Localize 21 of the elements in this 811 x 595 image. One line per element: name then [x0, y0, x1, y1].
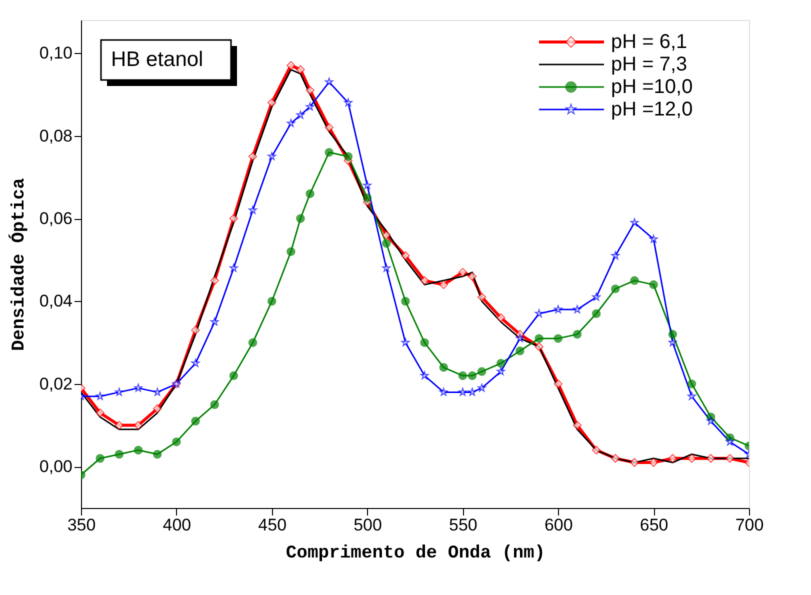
y-tick-label: 0,08 [39, 126, 72, 146]
annotation: HB etanol [111, 48, 204, 71]
legend-label: pH = 7,3 [611, 54, 688, 76]
x-tick-label: 450 [258, 516, 287, 534]
x-tick-label: 500 [354, 516, 382, 534]
x-tick-label: 400 [162, 516, 192, 534]
x-tick-label: 550 [449, 516, 478, 534]
y-tick-label: 0,10 [39, 44, 72, 63]
x-tick-label: 650 [640, 516, 668, 534]
legend-label: pH =12,0 [611, 98, 693, 120]
legend-label: pH =10,0 [611, 76, 693, 98]
y-axis-title: Densidade Óptica [8, 178, 30, 351]
y-tick-label: 0,00 [39, 457, 72, 476]
legend-label: pH = 6,1 [611, 31, 688, 53]
x-axis-title: Comprimento de Onda (nm) [286, 544, 546, 564]
x-tick-label: 600 [544, 516, 573, 534]
x-tick-label: 350 [67, 516, 96, 534]
y-tick-label: 0,06 [39, 209, 72, 228]
y-tick-label: 0,04 [39, 292, 72, 311]
x-tick-label: 700 [735, 516, 764, 534]
y-tick-label: 0,02 [39, 374, 72, 394]
